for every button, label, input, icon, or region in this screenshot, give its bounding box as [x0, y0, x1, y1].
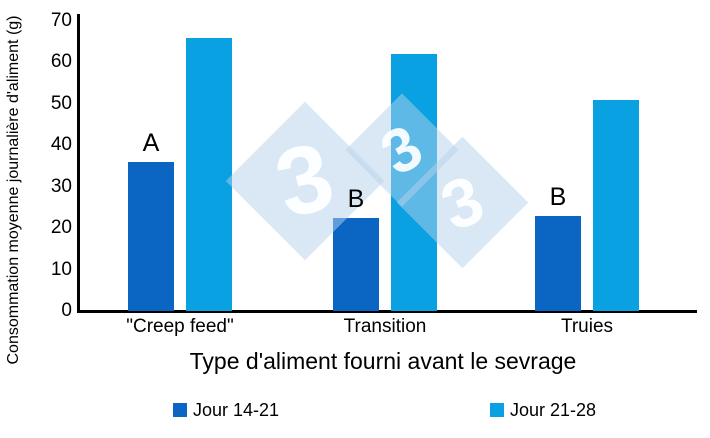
bar-series2-cat3 — [593, 99, 639, 311]
y-tick-50: 50 — [50, 92, 72, 114]
legend-label: Jour 14-21 — [193, 400, 280, 420]
bar-series1-cat3 — [535, 215, 581, 311]
x-category-label-3: Truies — [560, 316, 614, 337]
y-tick-20: 20 — [50, 217, 72, 239]
legend-swatch — [490, 403, 504, 417]
bar-series2-cat2 — [391, 54, 437, 311]
x-axis-line — [77, 310, 697, 313]
y-tick-10: 10 — [50, 258, 72, 280]
y-axis-ticks: 0 10 20 30 40 50 60 70 — [26, 0, 72, 438]
plot-area — [80, 21, 697, 311]
y-axis-title: Consommation moyenne journalière d'alime… — [5, 15, 22, 365]
legend-item-1: Jour 14-21 — [173, 400, 279, 420]
y-tick-60: 60 — [50, 51, 72, 73]
legend-swatch — [173, 403, 187, 417]
y-tick-0: 0 — [61, 300, 72, 321]
legend-label: Jour 21-28 — [510, 400, 597, 420]
bar-series2-cat1 — [186, 37, 232, 311]
y-tick-30: 30 — [50, 175, 72, 197]
x-category-label-1: "Creep feed" — [126, 316, 234, 337]
bar-series1-cat1 — [128, 161, 174, 311]
y-tick-40: 40 — [50, 134, 72, 156]
y-tick-70: 70 — [50, 10, 72, 31]
bar-series1-cat2 — [333, 217, 379, 311]
y-axis-line — [77, 14, 80, 312]
legend-item-2: Jour 21-28 — [490, 400, 596, 420]
x-axis-title: Type d'aliment fourni avant le sevrage — [189, 348, 577, 374]
x-category-label-2: Transition — [343, 316, 427, 337]
